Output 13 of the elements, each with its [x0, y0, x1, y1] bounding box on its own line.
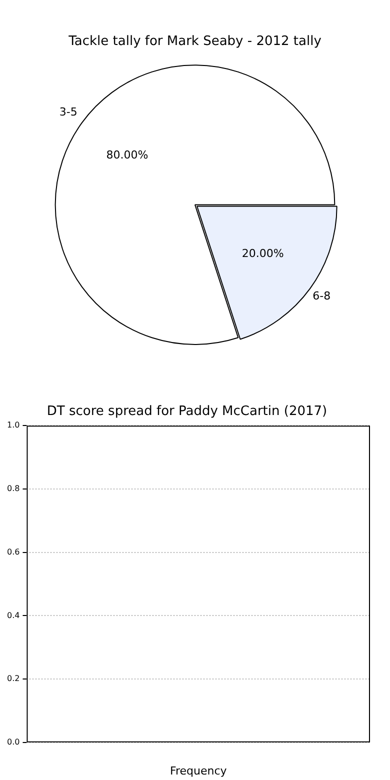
chart-title: Tackle tally for Mark Seaby - 2012 tally	[68, 34, 322, 50]
chart-title: DT score spread for Paddy McCartin (2017)	[46, 404, 328, 420]
data-label: 80.00%	[106, 148, 148, 162]
x-axis-title: Frequency	[170, 764, 228, 778]
y-tick-label: 0.0	[6, 737, 20, 746]
slice-label: 3-5	[59, 106, 78, 119]
y-tick-label: 0.8	[6, 484, 20, 494]
slice-label: 6-8	[312, 290, 331, 303]
data-label: 20.00%	[242, 246, 284, 260]
y-tick-label: 0.2	[6, 674, 20, 684]
y-tick-label: 0.6	[6, 547, 20, 556]
y-tick-label: 1.0	[6, 420, 20, 430]
y-tick-label: 0.4	[6, 610, 20, 620]
